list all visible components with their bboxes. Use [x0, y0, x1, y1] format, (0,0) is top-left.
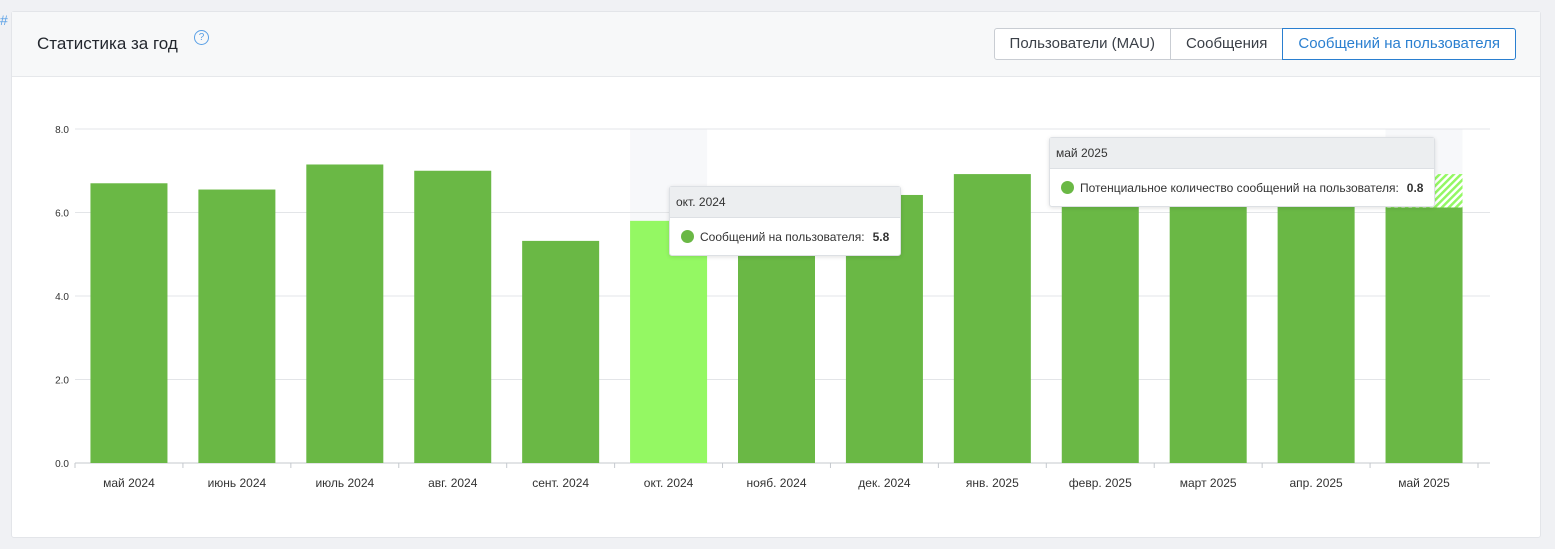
x-tick-label: июнь 2024 — [208, 476, 267, 490]
anchor-hash[interactable]: # — [0, 12, 8, 28]
y-tick-label: 0.0 — [55, 459, 69, 470]
y-tick-label: 6.0 — [55, 209, 69, 220]
y-tick-label: 8.0 — [55, 125, 69, 136]
tooltip-label: Сообщений на пользователя: — [700, 229, 865, 244]
tab-messages-per-user[interactable]: Сообщений на пользователя — [1282, 28, 1516, 60]
y-tick-label: 2.0 — [55, 376, 69, 387]
tab-users-mau[interactable]: Пользователи (MAU) — [993, 28, 1171, 60]
card-header: Статистика за год ? Пользователи (MAU) С… — [12, 12, 1540, 77]
bar — [414, 170, 492, 463]
y-tick-label: 4.0 — [55, 292, 69, 303]
series-dot-icon — [681, 230, 694, 243]
tooltip-label: Потенциальное количество сообщений на по… — [1080, 180, 1399, 195]
bar — [198, 189, 276, 463]
bar — [306, 164, 384, 464]
x-tick-label: май 2025 — [1398, 476, 1450, 490]
tooltip-title: май 2025 — [1050, 138, 1434, 169]
tab-messages[interactable]: Сообщения — [1169, 28, 1284, 60]
bar — [630, 220, 708, 463]
x-tick-label: янв. 2025 — [966, 476, 1019, 490]
x-tick-label: апр. 2025 — [1290, 476, 1344, 490]
x-tick-label: дек. 2024 — [858, 476, 911, 490]
x-tick-label: нояб. 2024 — [746, 476, 806, 490]
tooltip-title: окт. 2024 — [670, 187, 900, 218]
x-tick-label: сент. 2024 — [532, 476, 589, 490]
bar — [1385, 207, 1463, 463]
bar — [953, 174, 1031, 463]
x-tick-label: февр. 2025 — [1069, 476, 1132, 490]
x-tick-label: окт. 2024 — [644, 476, 694, 490]
tooltip-value: 5.8 — [872, 229, 890, 244]
x-tick-label: март 2025 — [1180, 476, 1237, 490]
metric-tabs: Пользователи (MAU) Сообщения Сообщений н… — [993, 28, 1516, 60]
bar — [90, 183, 168, 463]
x-tick-label: авг. 2024 — [428, 476, 478, 490]
x-tick-label: май 2024 — [103, 476, 155, 490]
x-tick-label: июль 2024 — [315, 476, 374, 490]
tooltip-value: 0.8 — [1406, 180, 1424, 195]
page-title: Статистика за год — [37, 34, 178, 53]
tooltip-may-2025: май 2025 Потенциальное количество сообще… — [1049, 137, 1435, 207]
bar — [522, 240, 600, 463]
bar — [1277, 195, 1355, 464]
tooltip-oct-2024: окт. 2024 Сообщений на пользователя: 5.8 — [669, 186, 901, 256]
bar — [1169, 193, 1247, 463]
question-circle-icon[interactable]: ? — [194, 30, 209, 45]
series-dot-icon — [1061, 181, 1074, 194]
bar — [1061, 191, 1139, 463]
